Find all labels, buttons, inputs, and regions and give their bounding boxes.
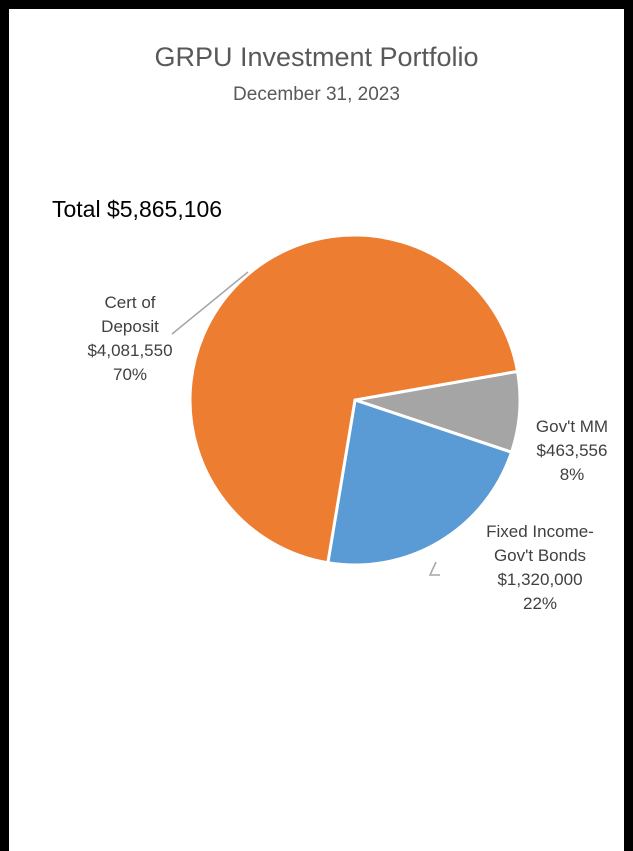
slice-label-0: Gov't MM $463,556 8% bbox=[536, 417, 608, 484]
leader-line-1 bbox=[428, 561, 440, 576]
slice-label-1: Fixed Income-Gov't Bonds $1,320,000 22% bbox=[486, 522, 594, 613]
pie-slice-2 bbox=[188, 233, 520, 565]
chart-subtitle: December 31, 2023 bbox=[233, 84, 400, 105]
chart-title: GRPU Investment Portfolio bbox=[154, 42, 479, 72]
pie-slice-1 bbox=[326, 398, 514, 567]
leader-line-2 bbox=[171, 271, 249, 335]
slice-label-2: Cert of Deposit $4,081,550 70% bbox=[87, 293, 172, 384]
total-label: Total $5,865,106 bbox=[52, 196, 223, 222]
